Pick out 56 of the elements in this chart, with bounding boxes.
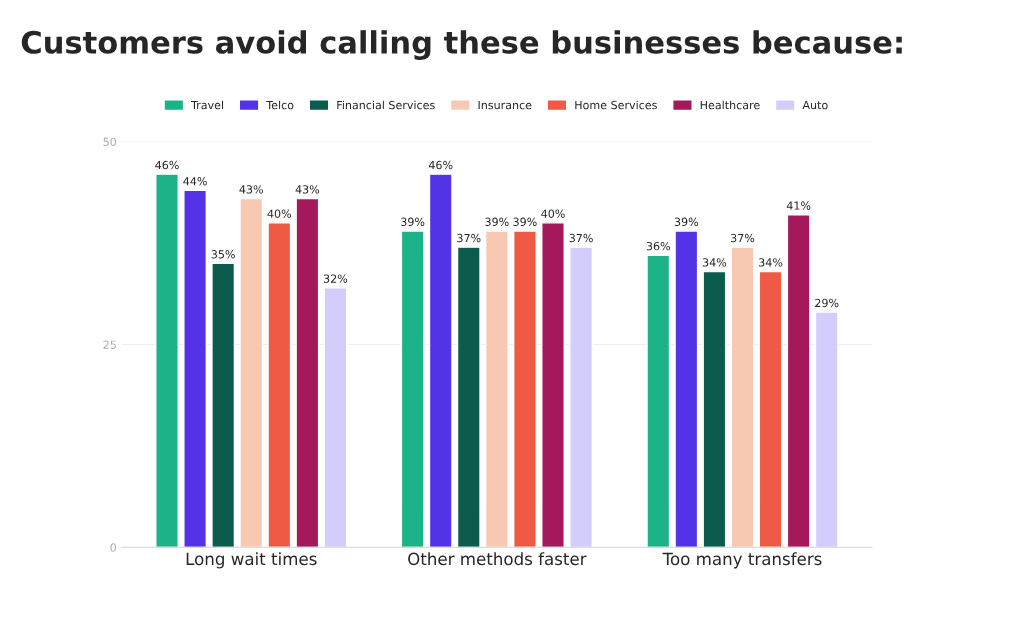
- bar: [428, 173, 453, 548]
- legend-label: Travel: [191, 100, 224, 110]
- bar: [295, 197, 320, 548]
- bar: [484, 230, 509, 548]
- bar: [183, 189, 208, 548]
- bar: [155, 173, 179, 548]
- legend-label: Home Services: [575, 100, 657, 110]
- data-label: 37%: [457, 233, 481, 243]
- bar: [323, 287, 348, 548]
- data-label: 39%: [513, 217, 537, 227]
- y-tick-label: 25: [103, 340, 116, 349]
- legend-label: Insurance: [478, 100, 532, 110]
- bar: [786, 214, 811, 548]
- data-label: 43%: [239, 185, 263, 194]
- data-label: 32%: [323, 274, 348, 283]
- data-label: 40%: [267, 209, 292, 218]
- y-tick-label: 50: [103, 137, 117, 147]
- bar: [400, 230, 425, 548]
- bar: [674, 230, 699, 548]
- data-label: 40%: [541, 209, 565, 218]
- bar: [730, 246, 755, 548]
- bar: [646, 254, 671, 548]
- bar: [569, 246, 593, 548]
- data-label: 41%: [786, 201, 811, 210]
- data-label: 43%: [295, 185, 320, 194]
- data-label: 46%: [155, 160, 179, 170]
- data-label: 36%: [646, 241, 671, 251]
- x-tick-label: Long wait times: [186, 552, 317, 569]
- data-label: 34%: [702, 258, 727, 267]
- bar: [267, 222, 292, 548]
- legend-label: Healthcare: [700, 100, 760, 110]
- data-label: 37%: [569, 233, 593, 243]
- data-label: 39%: [485, 217, 509, 227]
- bar: [513, 230, 537, 548]
- chart-title: Customers avoid calling these businesses because:: [21, 30, 902, 60]
- bar: [541, 222, 565, 548]
- legend-label: Telco: [266, 100, 294, 110]
- data-label: 35%: [211, 250, 235, 259]
- data-label: 39%: [674, 217, 699, 227]
- bar: [239, 197, 264, 548]
- x-tick-label: Other methods faster: [408, 552, 587, 566]
- bar: [758, 270, 783, 548]
- data-label: 34%: [759, 258, 783, 267]
- data-label: 39%: [401, 217, 425, 227]
- bar: [814, 311, 839, 548]
- data-label: 44%: [183, 177, 207, 186]
- data-label: 29%: [815, 298, 839, 308]
- bar: [702, 270, 727, 548]
- data-label: 46%: [428, 160, 453, 170]
- bar: [211, 262, 236, 548]
- x-tick-label: Too many transfers: [662, 552, 822, 569]
- y-tick-label: 0: [110, 543, 117, 552]
- data-label: 37%: [730, 233, 755, 243]
- legend-label: Financial Services: [337, 100, 435, 110]
- bar: [456, 246, 481, 548]
- legend-label: Auto: [802, 100, 828, 110]
